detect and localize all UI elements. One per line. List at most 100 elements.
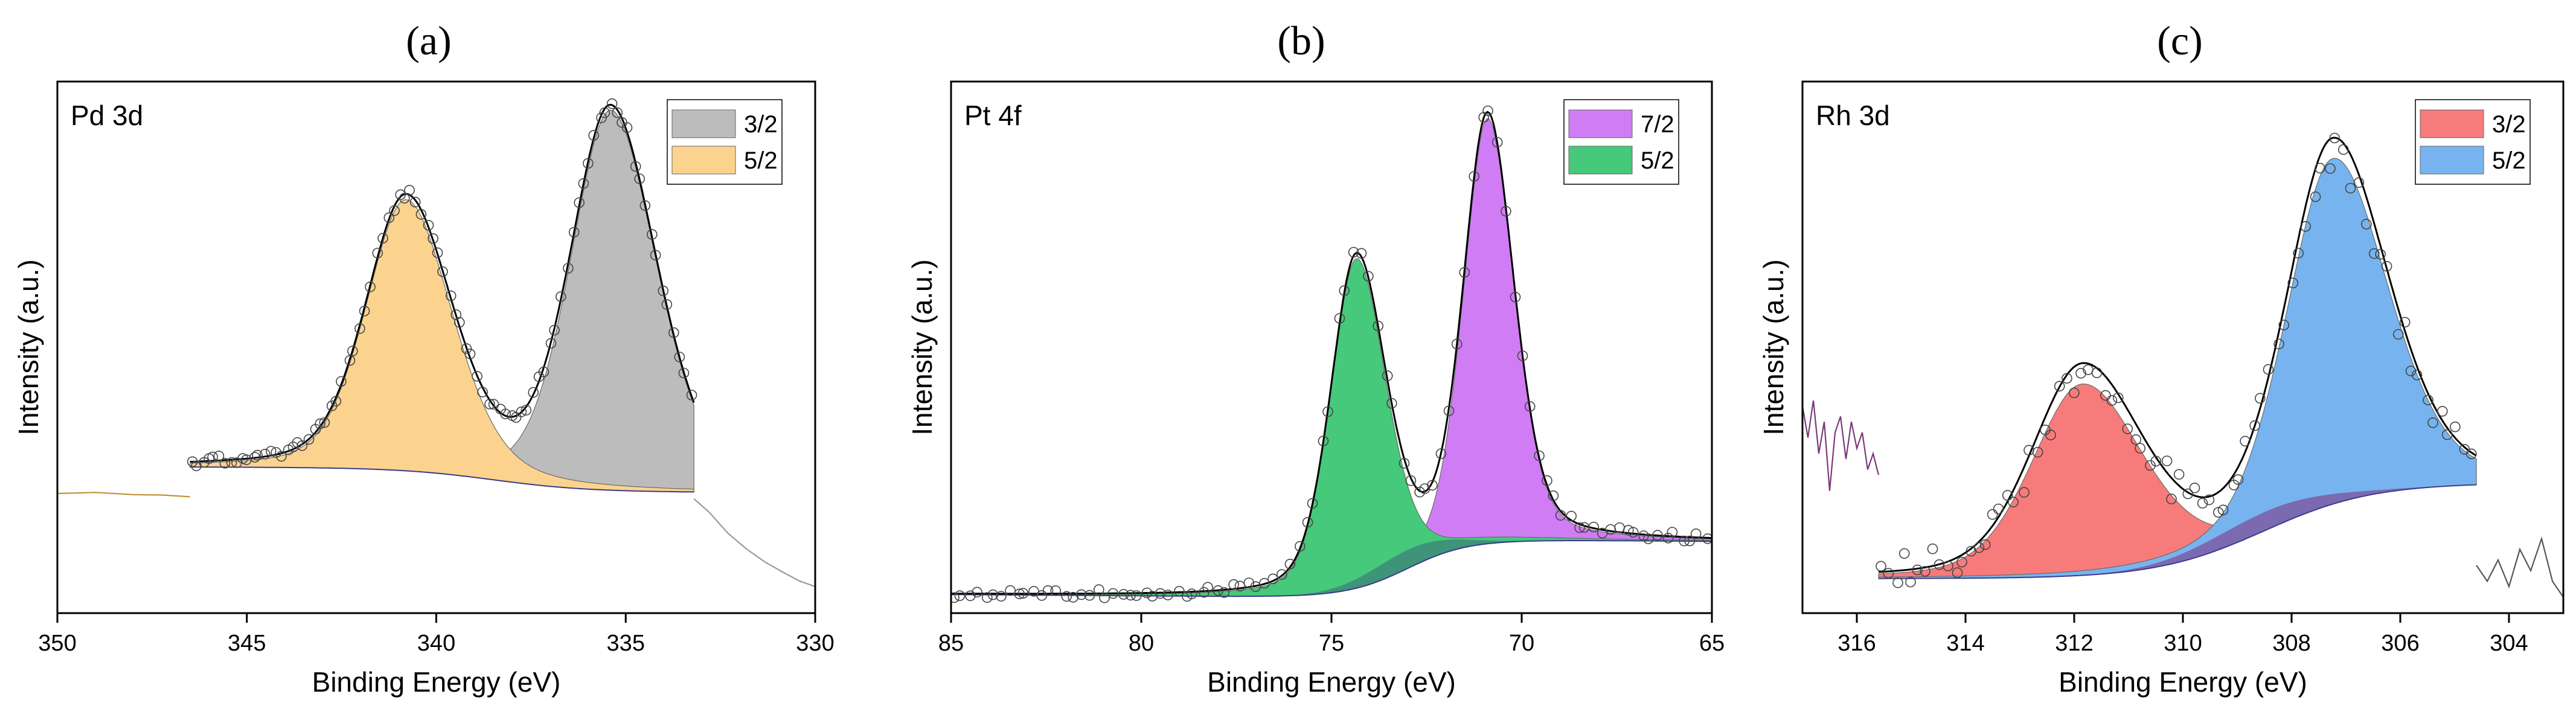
data-point <box>668 327 679 338</box>
data-point <box>2450 421 2461 433</box>
data-point <box>445 290 457 301</box>
data-point <box>1443 405 1455 417</box>
data-point <box>1542 475 1552 486</box>
data-point <box>2405 365 2417 377</box>
data-point <box>2287 277 2299 289</box>
data-point <box>996 591 1007 602</box>
data-point <box>555 291 566 303</box>
data-points <box>187 98 697 472</box>
data-point <box>1277 569 1287 580</box>
data-point <box>2002 490 2013 501</box>
data-point <box>1348 246 1359 258</box>
legend-label: 5/2 <box>744 147 778 174</box>
legend: 3/25/2 <box>667 99 783 185</box>
data-point <box>2353 177 2365 188</box>
data-point <box>484 399 495 410</box>
x-tick-label: 304 <box>2490 631 2528 656</box>
data-point <box>437 266 448 277</box>
data-point <box>1174 585 1185 597</box>
data-point <box>1524 400 1536 412</box>
data-point <box>477 387 488 397</box>
data-point <box>1107 588 1119 599</box>
x-tick-label: 70 <box>1509 631 1534 656</box>
data-point <box>372 248 383 259</box>
data-point <box>1662 532 1674 544</box>
x-axis-title: Binding Energy (eV) <box>1207 666 1456 698</box>
data-point <box>2166 494 2177 504</box>
extra-line <box>57 492 190 498</box>
data-point <box>621 122 633 133</box>
peak-fill-5-2 <box>951 258 1712 597</box>
data-point <box>2273 338 2284 350</box>
data-point <box>612 107 623 118</box>
data-point <box>252 449 263 461</box>
data-point <box>265 446 277 457</box>
data-point <box>359 306 370 317</box>
data-point <box>2232 474 2244 485</box>
data-point <box>1155 588 1166 599</box>
data-point <box>1318 436 1329 446</box>
data-point <box>347 346 358 356</box>
data-point <box>2278 320 2290 330</box>
data-point <box>1892 577 1903 588</box>
extra-line <box>2476 536 2563 598</box>
panel-label: Rh 3d <box>1816 100 1890 131</box>
data-point <box>2329 132 2341 144</box>
data-point <box>982 592 993 603</box>
data-point <box>1202 582 1213 593</box>
data-point <box>389 205 400 216</box>
data-point <box>2427 417 2438 428</box>
data-point <box>574 197 585 208</box>
data-point <box>2300 221 2312 232</box>
data-point <box>972 587 982 598</box>
data-point <box>2325 163 2336 174</box>
plot-area <box>951 105 1712 603</box>
data-point <box>276 451 287 462</box>
data-point <box>1702 533 1712 544</box>
data-point <box>1574 522 1585 533</box>
data-point <box>549 324 560 336</box>
data-point <box>1510 291 1521 303</box>
data-point <box>1243 577 1255 588</box>
data-point <box>2062 373 2072 384</box>
data-point <box>2381 260 2392 272</box>
data-point <box>1307 498 1318 509</box>
data-point <box>1234 581 1246 592</box>
data-point <box>1920 565 1930 577</box>
data-point <box>678 367 690 379</box>
data-point <box>2032 446 2043 458</box>
data-point <box>1517 350 1528 361</box>
data-point <box>2466 448 2477 460</box>
data-point <box>330 396 342 407</box>
data-point <box>2203 494 2215 506</box>
data-point <box>1876 561 1886 572</box>
legend-label: 5/2 <box>2492 147 2526 174</box>
data-point <box>1302 516 1313 528</box>
x-tick-label: 85 <box>938 631 964 656</box>
data-point <box>965 590 976 602</box>
data-point <box>2130 434 2141 445</box>
data-point <box>1219 587 1229 598</box>
data-point <box>395 189 406 201</box>
x-tick-label: 312 <box>2055 631 2093 656</box>
data-point <box>510 412 522 423</box>
data-point <box>1469 171 1479 182</box>
data-point <box>634 173 645 184</box>
legend-swatch <box>2420 146 2484 175</box>
data-point <box>2008 497 2019 508</box>
data-point <box>1162 590 1173 600</box>
data-point <box>1267 573 1278 585</box>
data-point <box>1643 533 1654 544</box>
background-line <box>1879 484 2477 579</box>
data-point <box>2135 443 2145 454</box>
panel-label: Pt 4f <box>964 100 1022 131</box>
data-point <box>226 457 237 468</box>
data-point <box>399 193 410 204</box>
data-point <box>377 233 388 244</box>
legend-swatch <box>1568 109 1633 138</box>
data-point <box>1491 137 1503 148</box>
data-point <box>2122 423 2133 434</box>
data-point <box>1482 105 1493 117</box>
data-point <box>207 451 219 463</box>
